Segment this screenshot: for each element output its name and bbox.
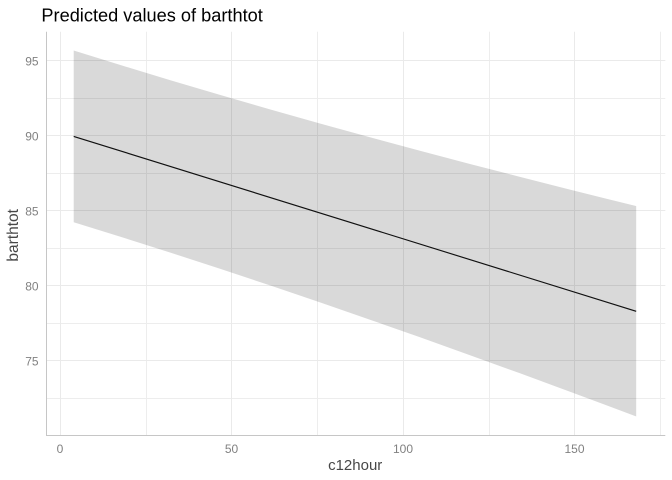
svg-text:50: 50 bbox=[225, 442, 239, 456]
svg-text:Predicted values of barthtot: Predicted values of barthtot bbox=[41, 6, 262, 26]
svg-text:barthtot: barthtot bbox=[5, 208, 22, 261]
svg-text:85: 85 bbox=[25, 205, 39, 219]
svg-text:0: 0 bbox=[57, 442, 64, 456]
svg-text:100: 100 bbox=[393, 442, 413, 456]
svg-text:80: 80 bbox=[25, 280, 39, 294]
svg-text:75: 75 bbox=[25, 355, 39, 369]
svg-text:95: 95 bbox=[25, 55, 39, 69]
svg-text:c12hour: c12hour bbox=[328, 457, 382, 474]
svg-text:90: 90 bbox=[25, 130, 39, 144]
svg-text:150: 150 bbox=[564, 442, 584, 456]
